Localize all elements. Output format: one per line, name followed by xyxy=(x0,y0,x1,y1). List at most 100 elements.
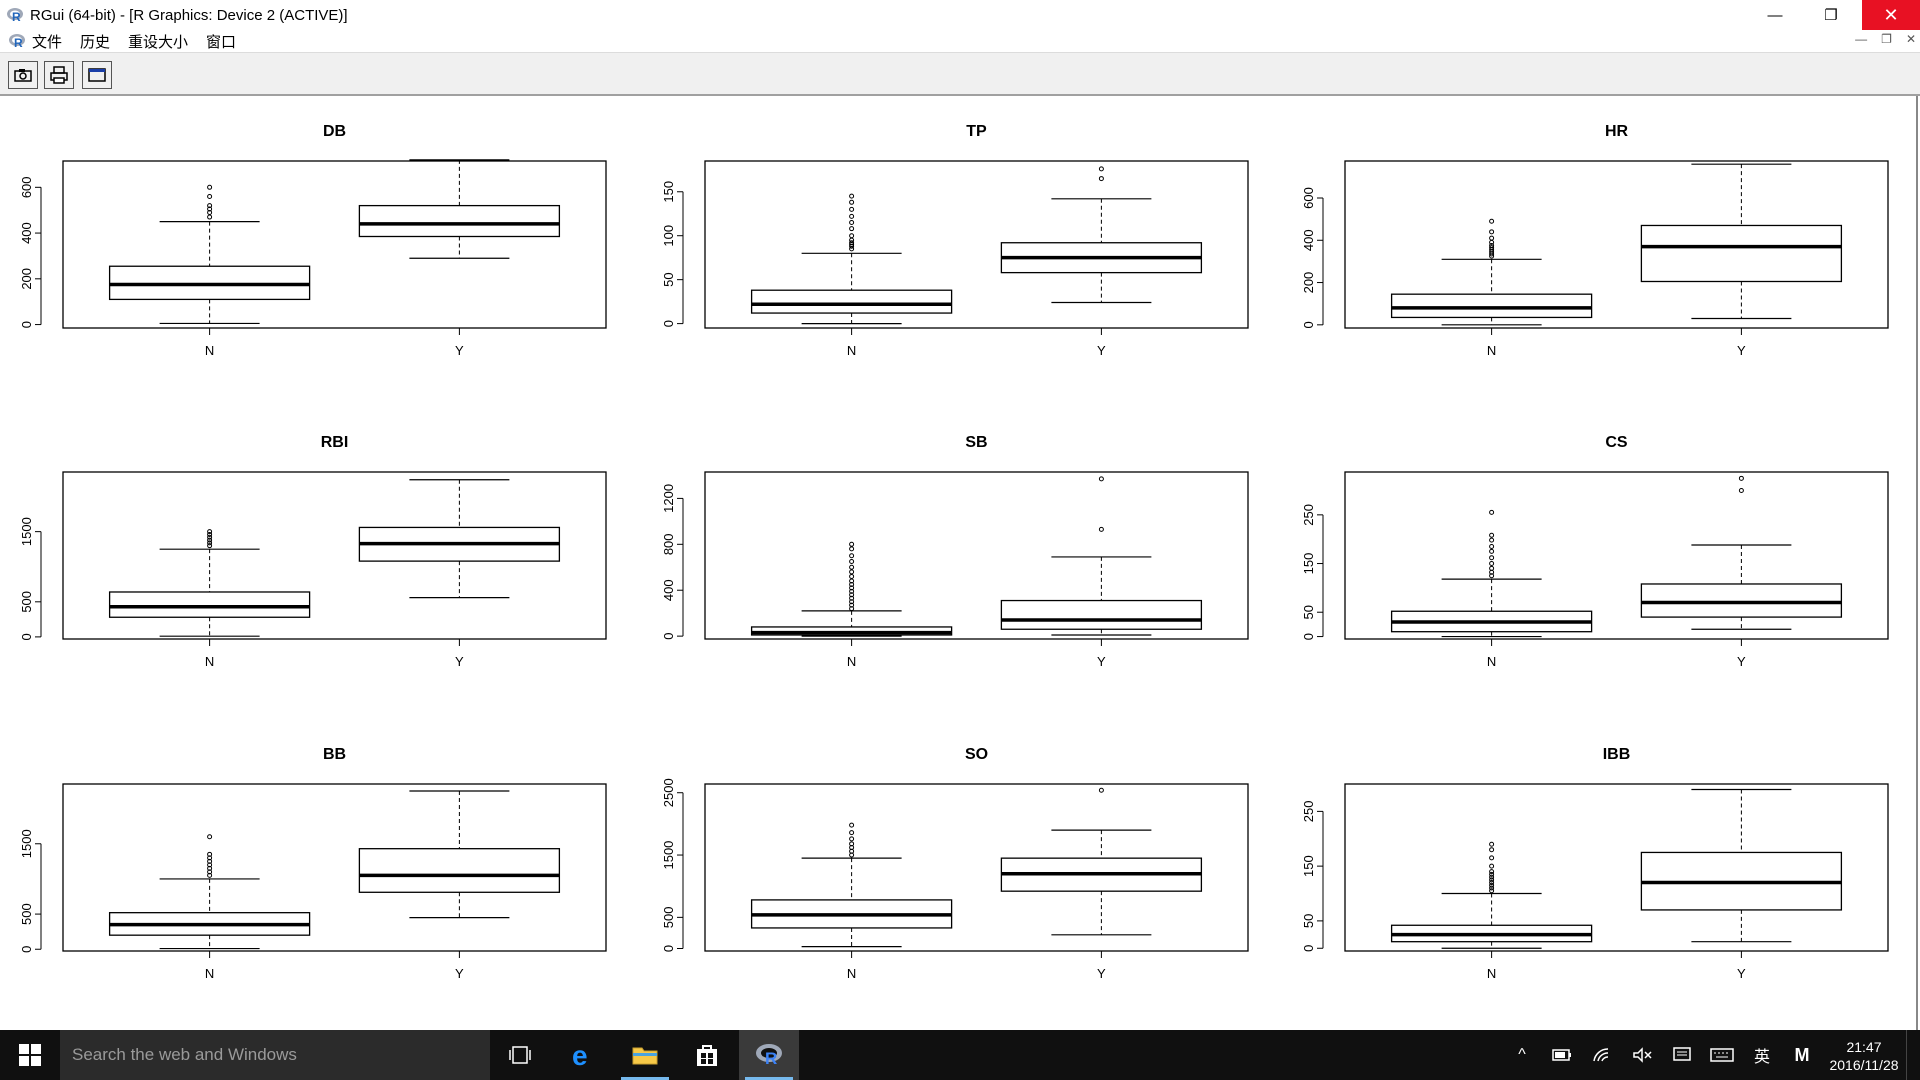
clock[interactable]: 21:47 2016/11/28 xyxy=(1822,1037,1906,1074)
iqr-box xyxy=(358,848,561,893)
menu-window[interactable]: 窗口 xyxy=(206,33,237,51)
y-tick-label: 50 xyxy=(1301,914,1316,928)
menu-bar: R 文件 历史 重设大小 窗口 xyxy=(0,30,1920,52)
outlier-point xyxy=(1489,888,1495,894)
outlier-point xyxy=(1489,565,1495,571)
outlier-point xyxy=(1098,526,1104,532)
y-tick-label: 400 xyxy=(1301,229,1316,251)
outlier-point xyxy=(849,559,855,565)
outlier-point xyxy=(1489,218,1495,224)
y-tick-label: 0 xyxy=(661,320,676,327)
y-tick-label: 0 xyxy=(661,633,676,640)
volume-muted-icon[interactable] xyxy=(1622,1030,1662,1080)
y-tick-label: 250 xyxy=(1301,504,1316,526)
outlier-point xyxy=(849,585,855,591)
outlier-point xyxy=(1489,871,1495,877)
edge-taskbar-button[interactable]: e xyxy=(553,1030,613,1080)
menu-file[interactable]: 文件 xyxy=(32,33,63,51)
x-category-label: N xyxy=(1487,654,1496,669)
box-n: N xyxy=(108,529,311,669)
plot-frame xyxy=(704,471,1249,640)
menu-history[interactable]: 历史 xyxy=(80,33,111,51)
show-hidden-icons-chevron-up-icon[interactable]: ^ xyxy=(1518,1046,1526,1063)
start-button[interactable] xyxy=(0,1030,60,1080)
mdi-restore-icon[interactable]: ❐ xyxy=(1881,32,1892,46)
outlier-point xyxy=(1489,548,1495,554)
y-tick-label: 1500 xyxy=(19,829,34,858)
ime-mode-indicator[interactable]: M xyxy=(1794,1044,1810,1065)
outlier-point xyxy=(1489,245,1495,251)
mdi-minimize-icon[interactable]: — xyxy=(1855,32,1868,46)
x-category-label: Y xyxy=(455,343,464,358)
close-button[interactable]: ✕ xyxy=(1862,0,1920,30)
outlier-point xyxy=(207,529,213,535)
minimize-button[interactable]: — xyxy=(1752,0,1798,30)
svg-text:R: R xyxy=(12,10,21,24)
plot-frame xyxy=(1344,160,1889,329)
r-logo-icon: R xyxy=(7,8,23,24)
outlier-point xyxy=(1489,509,1495,515)
boxplot-panel-tp: TP 0 50 100 150 N Y xyxy=(661,123,1249,358)
outlier-point xyxy=(1489,573,1495,579)
windows-logo-icon xyxy=(19,1044,41,1066)
copy-icon xyxy=(14,69,32,82)
plot-title: RBI xyxy=(321,434,349,451)
search-box[interactable]: Search the web and Windows xyxy=(60,1030,490,1080)
x-category-label: Y xyxy=(1097,654,1106,669)
clock-time: 21:47 xyxy=(1846,1038,1882,1055)
box-y: Y xyxy=(1640,788,1843,981)
restore-button[interactable]: ❐ xyxy=(1808,0,1854,30)
y-tick-label: 200 xyxy=(1301,272,1316,294)
task-view-button[interactable] xyxy=(490,1030,550,1080)
plot-frame xyxy=(1344,471,1889,640)
x-category-label: N xyxy=(205,654,214,669)
action-center-icon[interactable] xyxy=(1662,1030,1702,1080)
outlier-point xyxy=(207,540,213,546)
y-tick-label: 0 xyxy=(19,946,34,953)
outlier-point xyxy=(849,830,855,836)
outlier-point xyxy=(1489,841,1495,847)
store-taskbar-button[interactable] xyxy=(677,1030,737,1080)
y-tick-label: 0 xyxy=(19,321,34,328)
outlier-point xyxy=(1489,537,1495,543)
outlier-point xyxy=(1489,874,1495,880)
plot-title: BB xyxy=(323,746,346,763)
y-tick-label: 1500 xyxy=(19,517,34,546)
copy-button[interactable] xyxy=(8,61,38,89)
y-tick-label: 800 xyxy=(661,533,676,555)
keyboard-icon[interactable] xyxy=(1702,1030,1742,1080)
box-y: Y xyxy=(358,479,561,669)
window-button[interactable] xyxy=(82,61,112,89)
y-tick-label: 2500 xyxy=(661,778,676,807)
svg-text:e: e xyxy=(572,1041,588,1069)
y-tick-label: 0 xyxy=(19,633,34,640)
y-tick-label: 50 xyxy=(661,272,676,286)
running-indicator xyxy=(621,1077,669,1080)
outlier-point xyxy=(1489,855,1495,861)
y-tick-label: 600 xyxy=(19,176,34,198)
minimize-icon: — xyxy=(1767,6,1783,24)
x-category-label: N xyxy=(1487,343,1496,358)
print-button[interactable] xyxy=(44,61,74,89)
boxplot-panel-sb: SB 0 400 800 1200 N Y xyxy=(661,434,1249,669)
task-view-icon xyxy=(509,1046,531,1064)
battery-icon[interactable] xyxy=(1542,1030,1582,1080)
explorer-taskbar-button[interactable] xyxy=(615,1030,675,1080)
wifi-icon[interactable] xyxy=(1582,1030,1622,1080)
menu-resize[interactable]: 重设大小 xyxy=(128,33,189,51)
box-y: Y xyxy=(358,790,561,981)
iqr-box xyxy=(1640,583,1843,618)
graphics-device xyxy=(0,96,1918,1030)
show-desktop-button[interactable] xyxy=(1906,1030,1920,1080)
outlier-point xyxy=(207,531,213,537)
rgui-taskbar-button[interactable]: R xyxy=(739,1030,799,1080)
y-tick-label: 200 xyxy=(19,268,34,290)
boxplot-panel-bb: BB 0 500 1500 N Y xyxy=(19,746,607,981)
box-n: N xyxy=(1390,509,1593,669)
ime-language-indicator[interactable]: 英 xyxy=(1753,1049,1770,1066)
plot-title: DB xyxy=(323,123,346,140)
r-document-icon[interactable]: R xyxy=(8,32,26,50)
y-tick-label: 100 xyxy=(661,225,676,247)
mdi-close-icon[interactable]: ✕ xyxy=(1905,32,1916,46)
outlier-point xyxy=(849,569,855,575)
